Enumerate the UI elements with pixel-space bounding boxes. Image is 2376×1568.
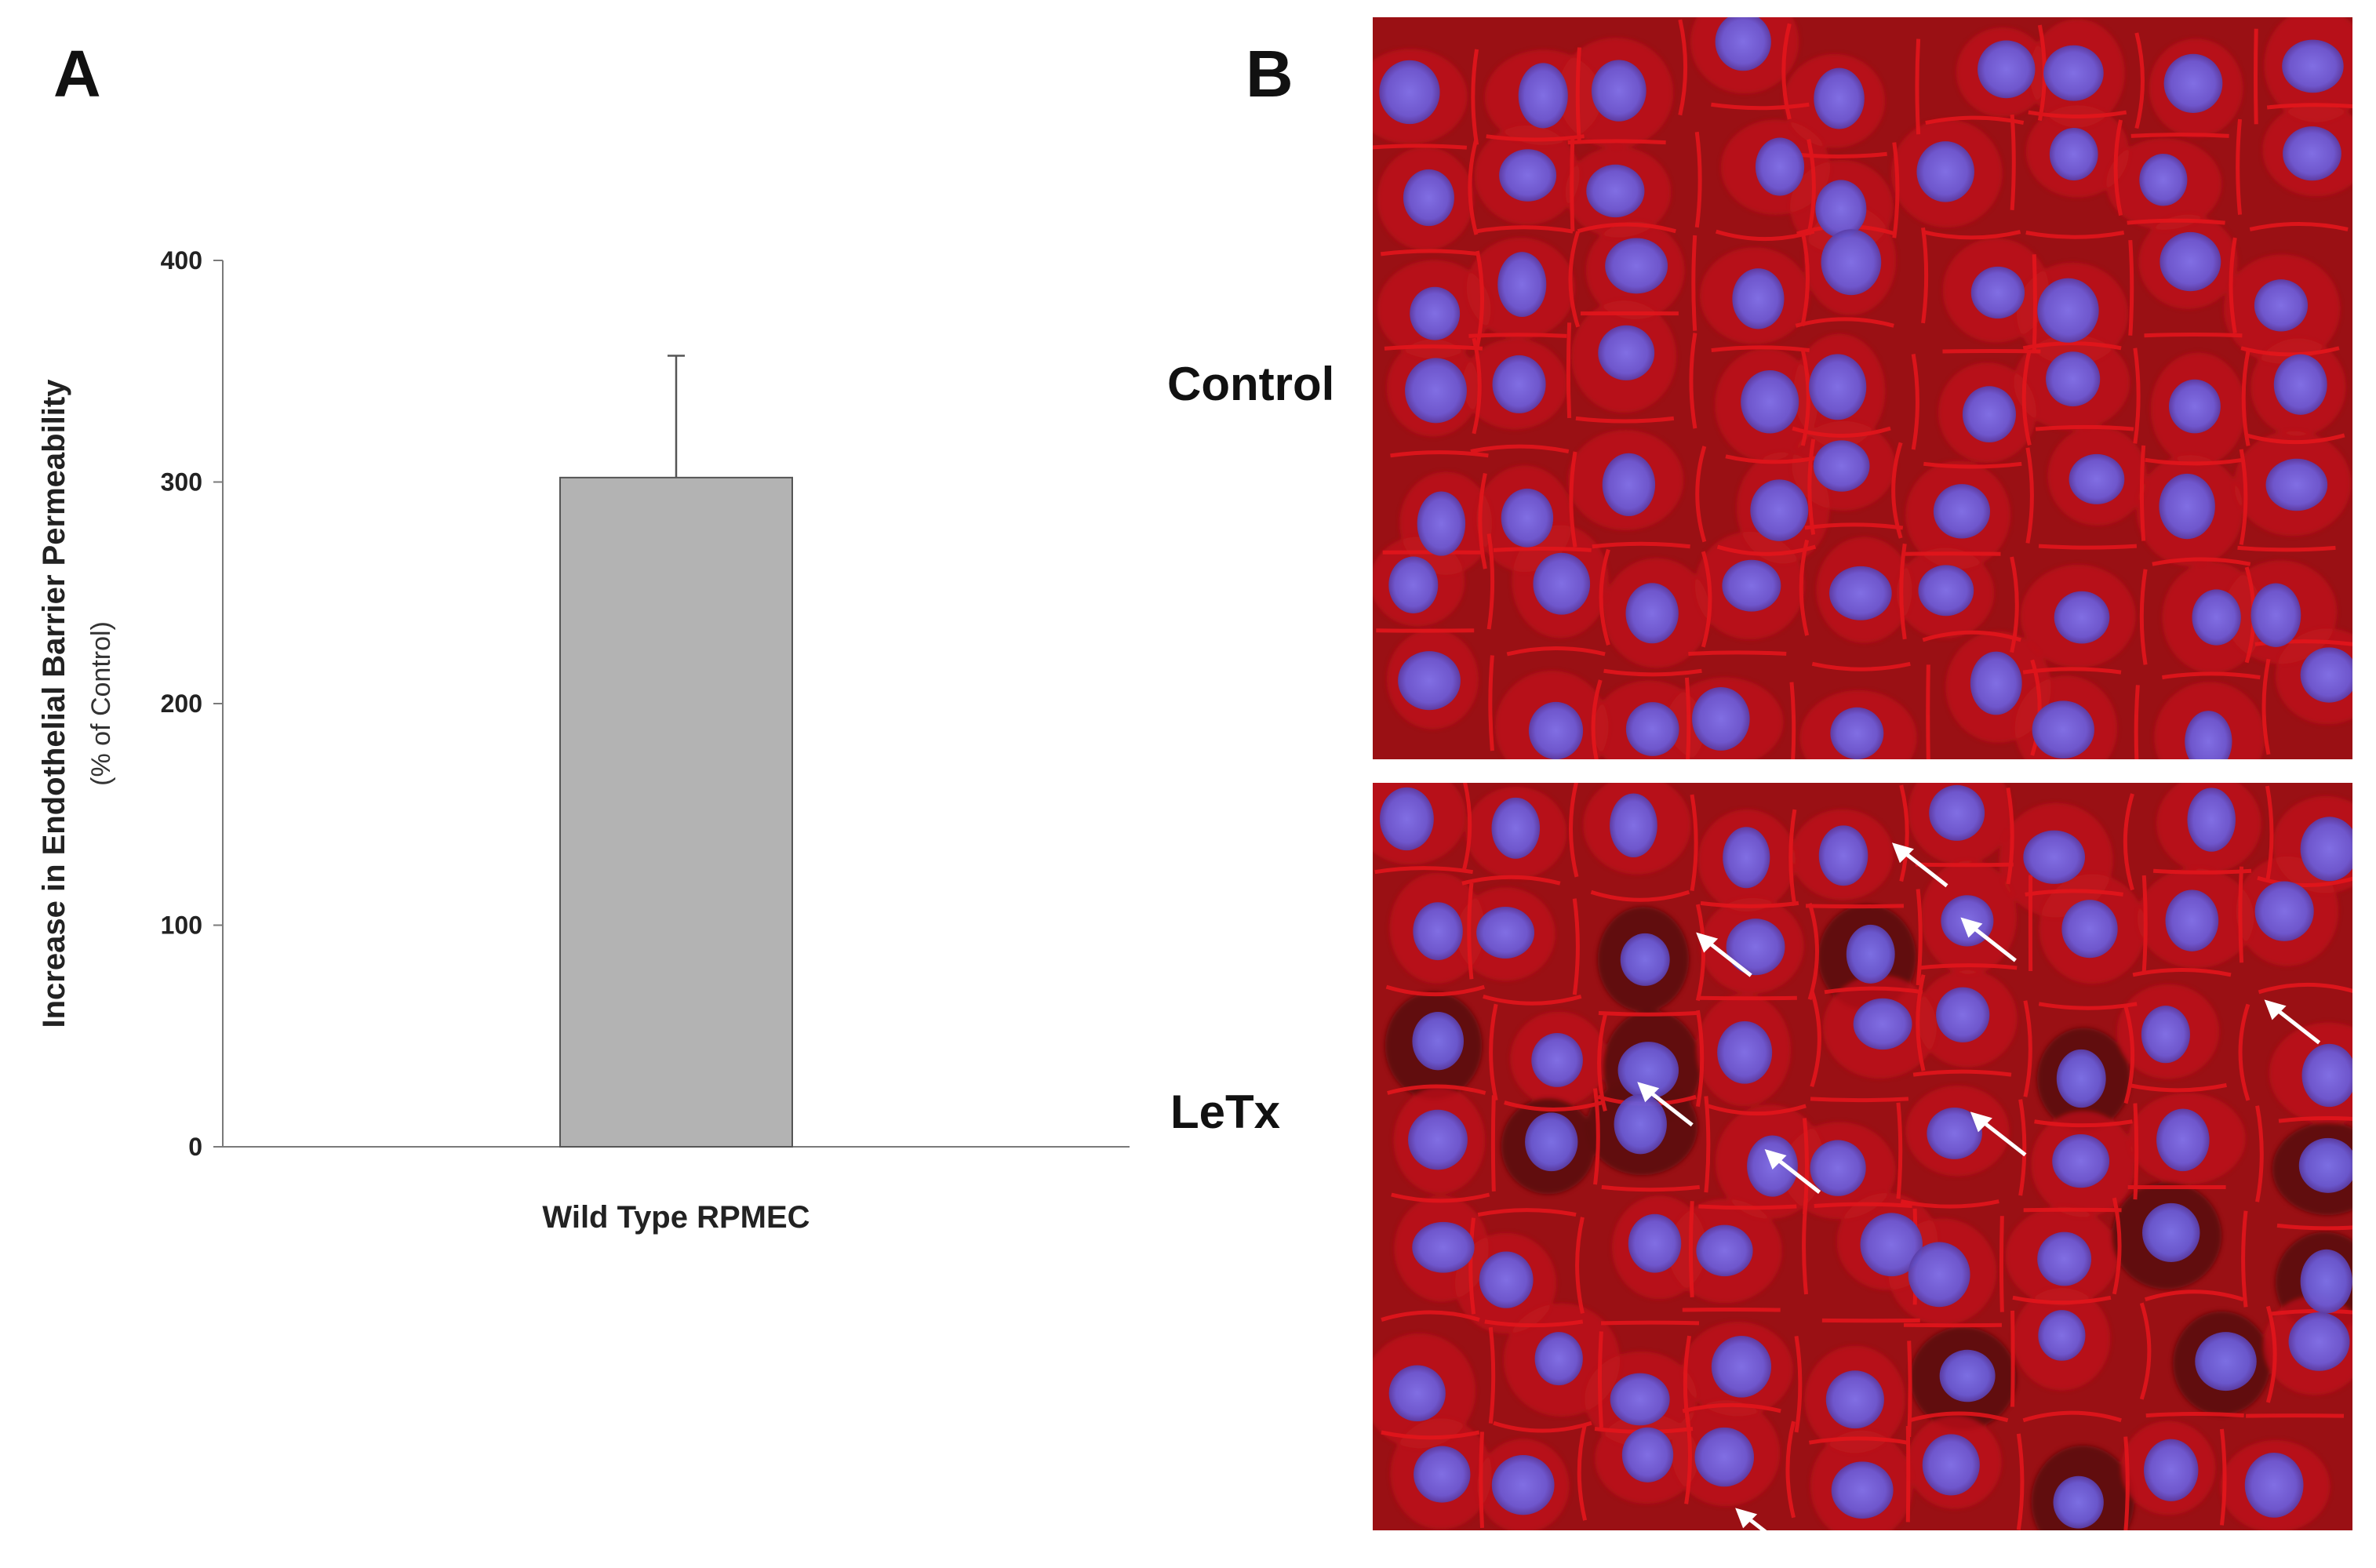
panel-label-a: A (53, 37, 101, 111)
y-tick-label: 200 (161, 689, 202, 718)
y-tick-label: 400 (161, 246, 202, 275)
cell-nuclei (1379, 17, 2352, 759)
cell-membranes (1373, 19, 2352, 759)
cell-nuclei (1379, 784, 2352, 1529)
y-axis-title: Increase in Endothelial Barrier Permeabi… (37, 379, 71, 1028)
control-label: Control (1167, 358, 1335, 410)
arrow-icon (1960, 917, 2017, 962)
bar-chart: 0 100 200 300 400 Wild Type RPMEC Increase i… (37, 246, 1130, 1235)
chart-ticks: 0 100 200 300 400 (161, 246, 223, 1161)
x-category-label: Wild Type RPMEC (542, 1200, 810, 1235)
arrow-icon (1735, 1508, 1767, 1530)
gap-arrows (1637, 842, 2321, 1530)
y-axis-subtitle: (% of Control) (86, 621, 116, 786)
arrow-icon (1891, 842, 1948, 888)
arrow-icon (1696, 932, 1752, 977)
control-micrograph (1373, 17, 2352, 759)
panel-label-b: B (1246, 37, 1294, 111)
letx-micrograph (1373, 783, 2352, 1530)
arrow-icon (1764, 1148, 1821, 1194)
cell-membranes (1374, 783, 2352, 1530)
arrow-icon (2264, 999, 2321, 1045)
y-tick-label: 0 (188, 1133, 202, 1161)
arrow-icon (1970, 1111, 2027, 1157)
letx-label: LeTx (1170, 1086, 1281, 1138)
arrow-icon (1637, 1082, 1694, 1127)
chart-bars (559, 355, 793, 1148)
y-tick-label: 100 (161, 911, 202, 940)
bar (559, 476, 793, 1148)
y-tick-label: 300 (161, 468, 202, 497)
